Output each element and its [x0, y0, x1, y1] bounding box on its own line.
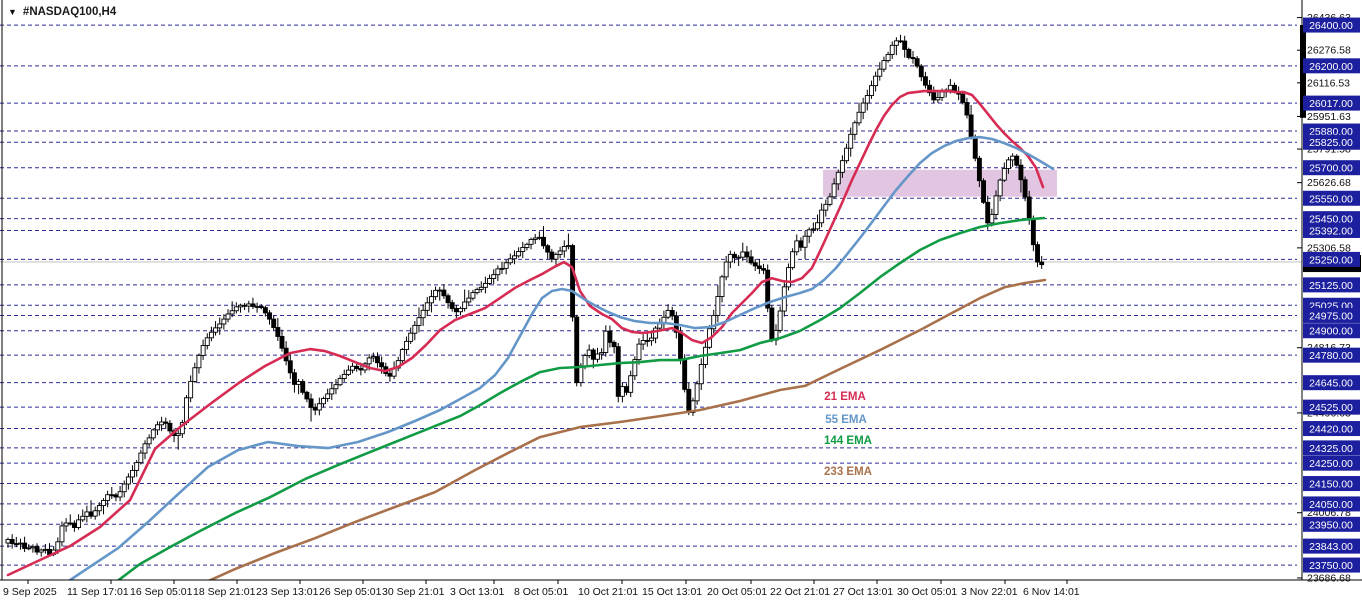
time-axis-label: 9 Sep 2025 — [3, 586, 57, 598]
time-axis-label: 15 Oct 13:01 — [642, 586, 702, 598]
price-level-label: 25250.00 — [1309, 254, 1353, 266]
time-axis-label: 8 Oct 05:01 — [514, 586, 568, 598]
price-level-label: 25450.00 — [1309, 214, 1353, 226]
price-level-label: 24900.00 — [1309, 326, 1353, 338]
price-level-label: 25125.00 — [1309, 280, 1353, 292]
price-scale-tick: 25951.63 — [1307, 111, 1351, 123]
time-axis-label: 3 Nov 22:01 — [961, 586, 1018, 598]
price-level-label: 24250.00 — [1309, 458, 1353, 470]
time-axis-label: 10 Oct 21:01 — [578, 586, 638, 598]
time-axis[interactable]: 9 Sep 2025 11 Sep 17:01 16 Sep 05:01 18 Sep… — [3, 580, 1080, 598]
ema-legend-55: 55 EMA — [825, 414, 867, 426]
time-axis-label: 26 Sep 05:01 — [319, 586, 382, 598]
supply-zone-rectangle[interactable] — [823, 169, 1057, 197]
price-level-label: 24975.00 — [1309, 310, 1353, 322]
price-level-label: 23843.00 — [1309, 541, 1353, 553]
price-scale-tick: 25626.68 — [1307, 177, 1351, 189]
ema-legend-21: 21 EMA — [824, 391, 866, 403]
price-level-label: 24780.00 — [1309, 350, 1353, 362]
ema-lines — [6, 89, 1055, 580]
symbol-title: ▼ #NASDAQ100,H4 — [8, 6, 116, 18]
price-scale-tick: 25306.58 — [1307, 242, 1351, 254]
time-axis-label: 30 Sep 21:01 — [382, 586, 445, 598]
price-level-label: 26400.00 — [1309, 20, 1353, 32]
price-scale-tick: 26276.58 — [1307, 45, 1351, 57]
ema-legend-144: 144 EMA — [824, 435, 872, 447]
price-scale-tick: 26116.53 — [1307, 77, 1350, 89]
price-level-label: 24325.00 — [1309, 443, 1353, 455]
price-level-label: 24525.00 — [1309, 402, 1353, 414]
price-level-label: 26017.00 — [1309, 98, 1353, 110]
time-axis-label: 16 Sep 05:01 — [130, 586, 193, 598]
price-axis[interactable]: 26436.6326276.5826116.5325951.6325791.58… — [1297, 12, 1361, 584]
candlestick-series — [5, 34, 1045, 557]
price-scale-tick: 23686.68 — [1307, 572, 1351, 584]
ema-legend-233: 233 EMA — [824, 466, 872, 478]
time-axis-label: 18 Sep 21:01 — [193, 586, 256, 598]
price-level-label: 25700.00 — [1309, 163, 1353, 175]
price-level-label: 26200.00 — [1309, 61, 1353, 73]
price-level-label: 23750.00 — [1309, 560, 1353, 572]
price-level-label: 24645.00 — [1309, 378, 1353, 390]
price-level-label: 23950.00 — [1309, 519, 1353, 531]
chart-borders — [0, 0, 1362, 581]
time-axis-label: 30 Oct 05:01 — [897, 586, 957, 598]
time-axis-label: 27 Oct 13:01 — [833, 586, 893, 598]
price-level-label: 25825.00 — [1309, 137, 1353, 149]
price-level-label: 24050.00 — [1309, 499, 1353, 511]
time-axis-label: 20 Oct 05:01 — [707, 586, 767, 598]
price-level-label: 24150.00 — [1309, 479, 1353, 491]
time-axis-label: 22 Oct 21:01 — [770, 586, 830, 598]
time-axis-label: 6 Nov 14:01 — [1023, 586, 1080, 598]
ema-legend-labels: 21 EMA 55 EMA 144 EMA 233 EMA — [824, 391, 872, 478]
time-axis-label: 11 Sep 17:01 — [67, 586, 129, 598]
grid-level-lines — [0, 24, 1297, 566]
price-level-label: 25392.00 — [1309, 225, 1353, 237]
symbol-title-text: #NASDAQ100,H4 — [22, 6, 117, 18]
price-level-label: 25550.00 — [1309, 193, 1353, 205]
price-level-label: 24420.00 — [1309, 424, 1353, 436]
time-axis-label: 3 Oct 13:01 — [450, 586, 504, 598]
time-axis-label: 23 Sep 13:01 — [256, 586, 319, 598]
symbol-dropdown-icon[interactable]: ▼ — [8, 6, 17, 17]
